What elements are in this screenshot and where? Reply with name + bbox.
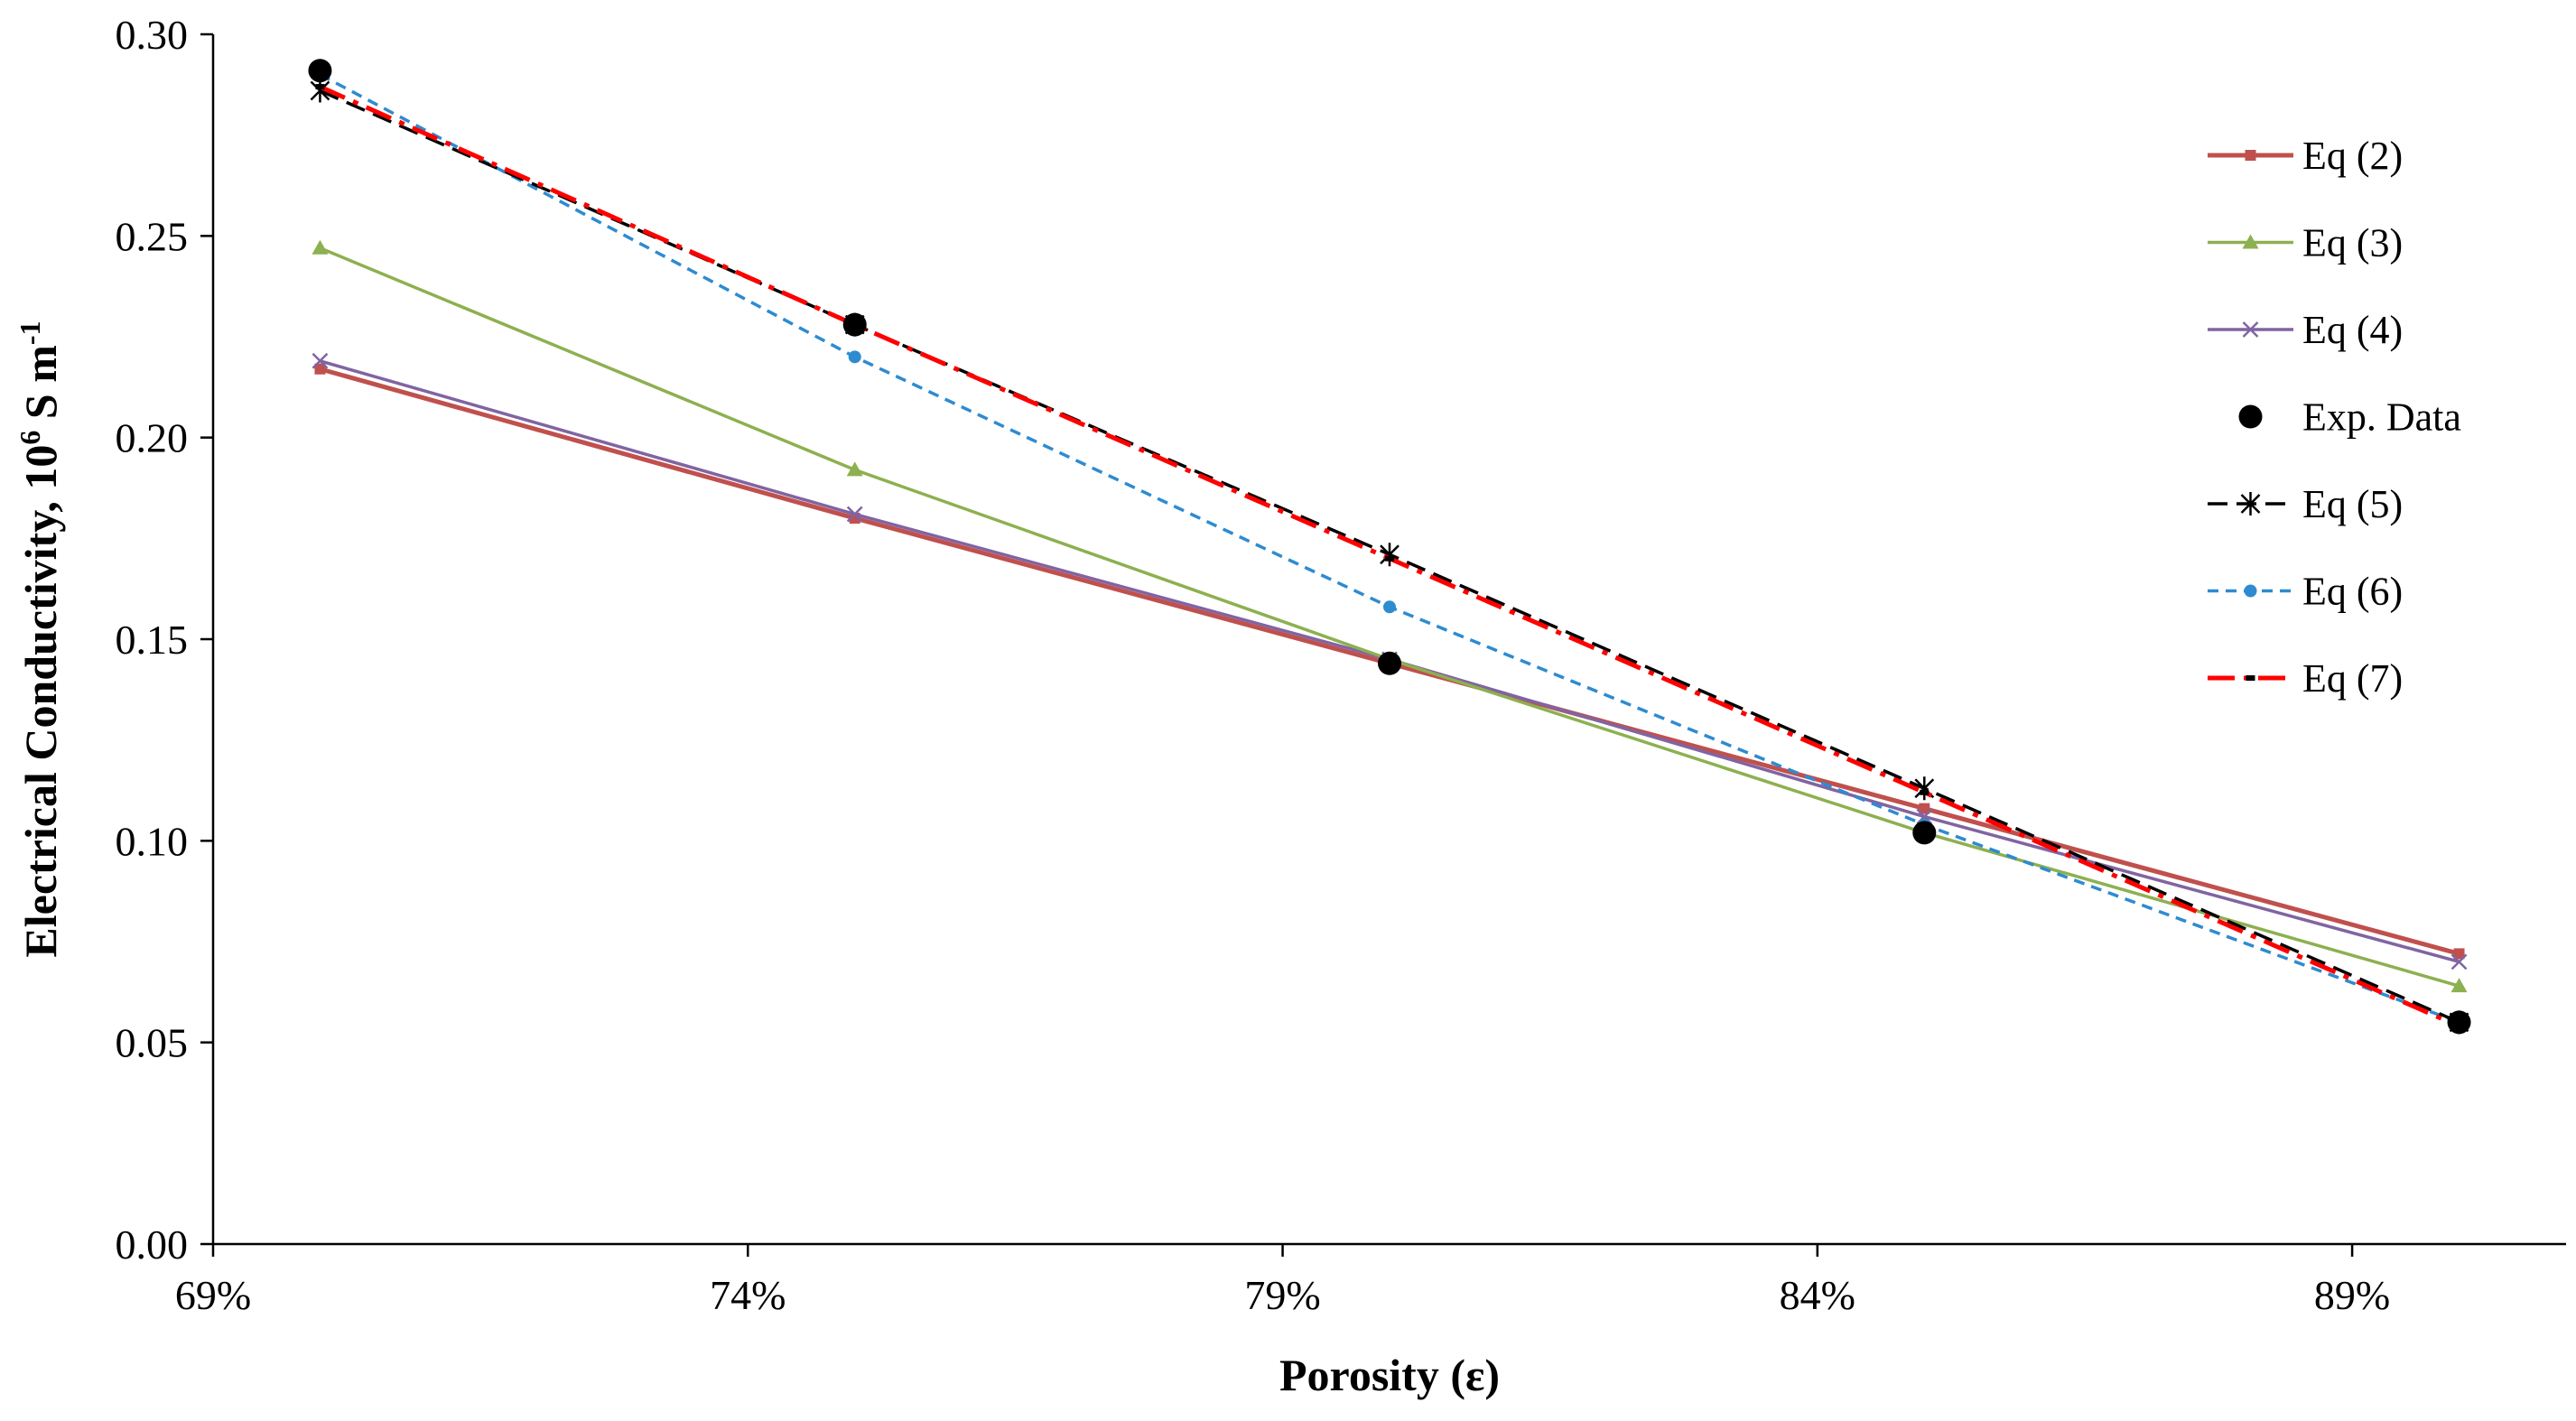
- x-tick-label: 69%: [175, 1272, 251, 1318]
- data-point-exp-data: [1912, 821, 1937, 845]
- data-point-eq-4: [846, 506, 863, 523]
- data-point-eq-5: [310, 79, 330, 103]
- y-tick-label: 0.10: [116, 818, 189, 864]
- legend-label: Eq (4): [2302, 308, 2403, 352]
- y-axis-title-unit: S m: [15, 345, 66, 430]
- y-axis-title-main: Electrical Conductivity, 10: [15, 445, 66, 958]
- legend-marker: [2245, 150, 2256, 161]
- legend-marker: [2240, 492, 2261, 515]
- legend: Eq (2) Eq (3) Eq (4) Exp. Data Eq (5) Eq (6) E…: [2208, 134, 2461, 701]
- legend-label: Eq (3): [2302, 221, 2403, 265]
- legend-item-exp-data: Exp. Data: [2238, 395, 2461, 440]
- y-axis-title-exponent: 6: [14, 431, 46, 445]
- y-tick-label: 0.05: [116, 1020, 189, 1066]
- data-point-eq-6: [848, 350, 861, 364]
- y-tick-label: 0.20: [116, 415, 189, 461]
- data-point-eq-7: [1385, 555, 1394, 562]
- data-point-exp-data: [842, 312, 867, 337]
- y-axis-title-unit-exponent: -1: [14, 320, 46, 345]
- x-tick-label: 89%: [2314, 1272, 2390, 1318]
- legend-marker: [2238, 404, 2263, 429]
- x-tick-label: 74%: [710, 1272, 786, 1318]
- data-point-exp-data: [308, 59, 332, 83]
- x-tick-label: 84%: [1780, 1272, 1855, 1318]
- data-point-eq-2: [2453, 948, 2465, 960]
- y-tick-label: 0.00: [116, 1221, 189, 1268]
- x-axis-ticks: 69% 74% 79% 84% 89%: [175, 1244, 2390, 1318]
- series-eq-7: [315, 84, 2464, 1029]
- data-point-eq-3: [846, 461, 863, 477]
- legend-item-eq-7: Eq (7): [2208, 656, 2403, 701]
- legend-label: Exp. Data: [2302, 395, 2461, 440]
- legend-item-eq-3: Eq (3): [2208, 221, 2403, 265]
- legend-label: Eq (5): [2302, 482, 2403, 526]
- y-tick-label: 0.30: [116, 12, 189, 58]
- data-point-eq-6: [1383, 600, 1396, 614]
- legend-item-eq-2: Eq (2): [2208, 134, 2403, 178]
- legend-item-eq-6: Eq (6): [2208, 570, 2403, 614]
- data-point-eq-3: [2450, 978, 2468, 993]
- series-eq-3: [312, 239, 2468, 993]
- legend-label: Eq (2): [2302, 134, 2403, 178]
- data-point-exp-data: [2447, 1010, 2471, 1035]
- y-axis-ticks: 0.00 0.05 0.10 0.15 0.20 0.25 0.30: [116, 12, 213, 1268]
- legend-item-eq-5: Eq (5): [2208, 482, 2403, 526]
- data-point-eq-3: [312, 239, 329, 255]
- y-tick-label: 0.25: [116, 213, 189, 259]
- x-tick-label: 79%: [1244, 1272, 1320, 1318]
- legend-item-eq-4: Eq (4): [2208, 308, 2403, 352]
- legend-marker: [2242, 321, 2259, 338]
- data-point-eq-7: [1920, 789, 1930, 795]
- legend-label: Eq (7): [2302, 656, 2403, 701]
- legend-label: Eq (6): [2302, 570, 2403, 614]
- data-point-eq-2: [314, 363, 326, 375]
- legend-marker: [2244, 584, 2257, 598]
- legend-marker: [2242, 234, 2259, 249]
- series-exp-data: [308, 59, 2471, 1035]
- data-point-eq-2: [1919, 803, 1930, 814]
- data-point-eq-4: [312, 352, 329, 369]
- y-tick-label: 0.15: [116, 617, 189, 663]
- data-point-exp-data: [1378, 651, 1401, 675]
- x-axis-title: Porosity (ε): [1279, 1350, 1500, 1400]
- legend-marker: [2246, 675, 2255, 681]
- series-layer: [308, 59, 2471, 1035]
- plot-area: [211, 34, 2566, 1246]
- data-point-eq-7: [315, 84, 325, 90]
- y-axis-title: Electrical Conductivity, 106 S m-1: [14, 320, 66, 957]
- data-point-eq-4: [2450, 953, 2468, 971]
